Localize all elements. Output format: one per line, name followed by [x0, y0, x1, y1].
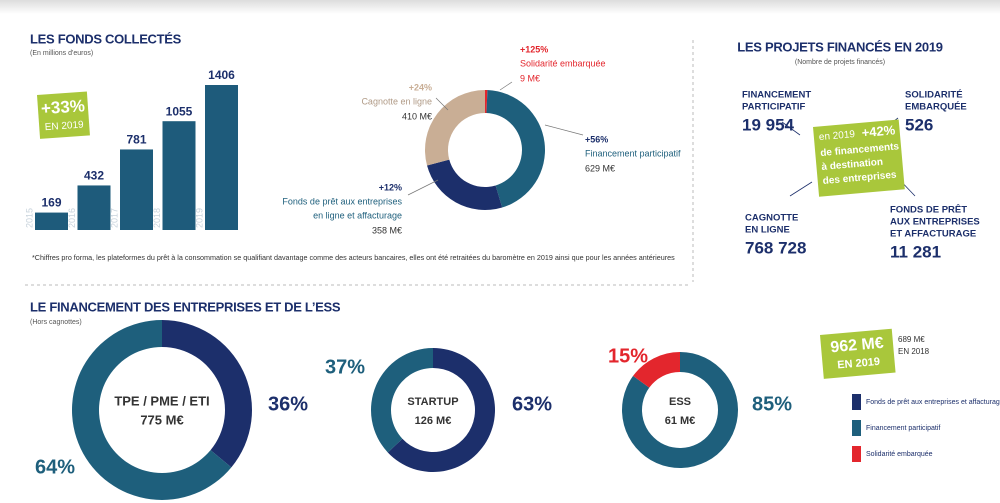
badge-value: +33%	[40, 96, 85, 118]
project-value: 11 281	[890, 242, 941, 261]
subtitle: (Nombre de projets financés)	[795, 59, 885, 66]
badge-year: EN 2019	[837, 356, 881, 372]
slice	[486, 90, 545, 208]
title: LE FINANCEMENT DES ENTREPRISES ET DE L’E…	[30, 299, 341, 314]
slice	[427, 159, 503, 210]
project-label: AUX ENTREPRISES	[890, 217, 980, 228]
value-label: 781	[126, 133, 146, 147]
x-tick-label: 2017	[109, 208, 119, 228]
badge-bg	[37, 91, 90, 139]
x-tick-label: 2016	[67, 208, 77, 228]
project-value: 19 954	[742, 115, 795, 134]
center-total: 126 M€	[415, 415, 452, 427]
leader-line	[544, 124, 584, 136]
slice-label: Cagnotte en ligne	[361, 96, 432, 106]
growth-label: +125%	[520, 44, 548, 54]
legend-swatch	[852, 394, 861, 410]
value-label: 9 M€	[520, 73, 540, 83]
value-label: 410 M€	[402, 111, 432, 121]
title: LES FONDS COLLECTÉS	[30, 31, 182, 46]
bar	[77, 185, 111, 230]
legend-label: Financement participatif	[866, 425, 940, 432]
legend-label: Solidarité embarquée	[866, 451, 933, 458]
slice	[425, 90, 485, 166]
value-label: 36%	[268, 393, 308, 415]
subtitle: (En millions d'euros)	[30, 50, 93, 57]
bar	[120, 149, 153, 230]
badge-year: en 2019	[818, 129, 855, 143]
x-tick-label: 2015	[24, 208, 34, 228]
badge-growth: +42%	[861, 122, 896, 140]
leader-line	[435, 97, 449, 111]
badge-bg	[820, 328, 896, 379]
badge-bg	[813, 119, 905, 197]
project-label: FINANCEMENT	[742, 90, 811, 101]
previous-year: EN 2018	[898, 347, 930, 356]
center-title: ESS	[669, 396, 691, 408]
project-label: ET AFFACTURAGE	[890, 229, 976, 240]
slice	[72, 320, 232, 500]
value-label: 169	[41, 196, 61, 210]
slice	[387, 348, 495, 472]
project-label: PARTICIPATIF	[742, 102, 806, 113]
previous-value: 689 M€	[898, 335, 925, 344]
bar	[205, 85, 238, 230]
slice-label: Fonds de prêt aux entreprises	[282, 196, 402, 206]
value-label: 1055	[166, 104, 193, 118]
arrow	[781, 121, 801, 136]
center-total: 775 M€	[140, 412, 183, 427]
legend-swatch	[852, 420, 861, 436]
slice	[371, 347, 433, 453]
footnote: *Chiffres pro forma, les plateformes du …	[32, 253, 675, 262]
growth-label: +12%	[379, 182, 402, 192]
value-label: 85%	[752, 393, 792, 415]
center-title: TPE / PME / ETI	[114, 393, 209, 408]
slice	[485, 90, 488, 114]
slice-label: Solidarité embarquée	[520, 58, 606, 68]
project-label: EN LIGNE	[745, 225, 790, 236]
badge: +33%EN 2019	[37, 91, 90, 139]
subtitle: (Hors cagnottes)	[30, 319, 82, 326]
badge-text: à destination	[821, 157, 883, 173]
center-total: 61 M€	[665, 415, 696, 427]
bar	[162, 121, 196, 230]
arrow	[789, 181, 813, 197]
badge-year: EN 2019	[44, 119, 84, 133]
x-tick-label: 2019	[194, 208, 204, 228]
project-value: 768 728	[745, 238, 806, 257]
project-label: FONDS DE PRÊT	[890, 204, 967, 216]
bar	[35, 212, 68, 230]
project-label: SOLIDARITÉ	[905, 90, 963, 101]
growth-label: +56%	[585, 134, 608, 144]
project-value: 526	[905, 115, 933, 134]
slice	[622, 352, 738, 468]
leader-line	[499, 81, 513, 91]
value-label: 1406	[208, 68, 235, 82]
value-label: 15%	[608, 345, 648, 367]
value-label: 64%	[35, 456, 75, 478]
project-label: EMBARQUÉE	[905, 102, 967, 113]
title: LES PROJETS FINANCÉS EN 2019	[737, 39, 943, 54]
leader-line	[407, 179, 439, 196]
growth-label: +24%	[409, 82, 432, 92]
value-label: 358 M€	[372, 225, 402, 235]
top-shadow	[0, 0, 1000, 14]
badge: 962 M€EN 2019	[820, 328, 896, 379]
slice-label: Financement participatif	[585, 148, 681, 158]
legend-label: Fonds de prêt aux entreprises et affactu…	[866, 399, 1000, 406]
x-tick-label: 2018	[152, 208, 162, 228]
legend-swatch	[852, 446, 861, 462]
project-label: CAGNOTTE	[745, 213, 798, 224]
value-label: 37%	[325, 356, 365, 378]
value-label: 63%	[512, 393, 552, 415]
badge-value: 962 M€	[830, 335, 885, 357]
slice	[162, 320, 253, 468]
slice-label: en ligne et affacturage	[313, 210, 402, 220]
value-label: 629 M€	[585, 163, 615, 173]
center-title: STARTUP	[407, 396, 458, 408]
value-label: 432	[84, 169, 104, 183]
slice	[633, 352, 680, 388]
